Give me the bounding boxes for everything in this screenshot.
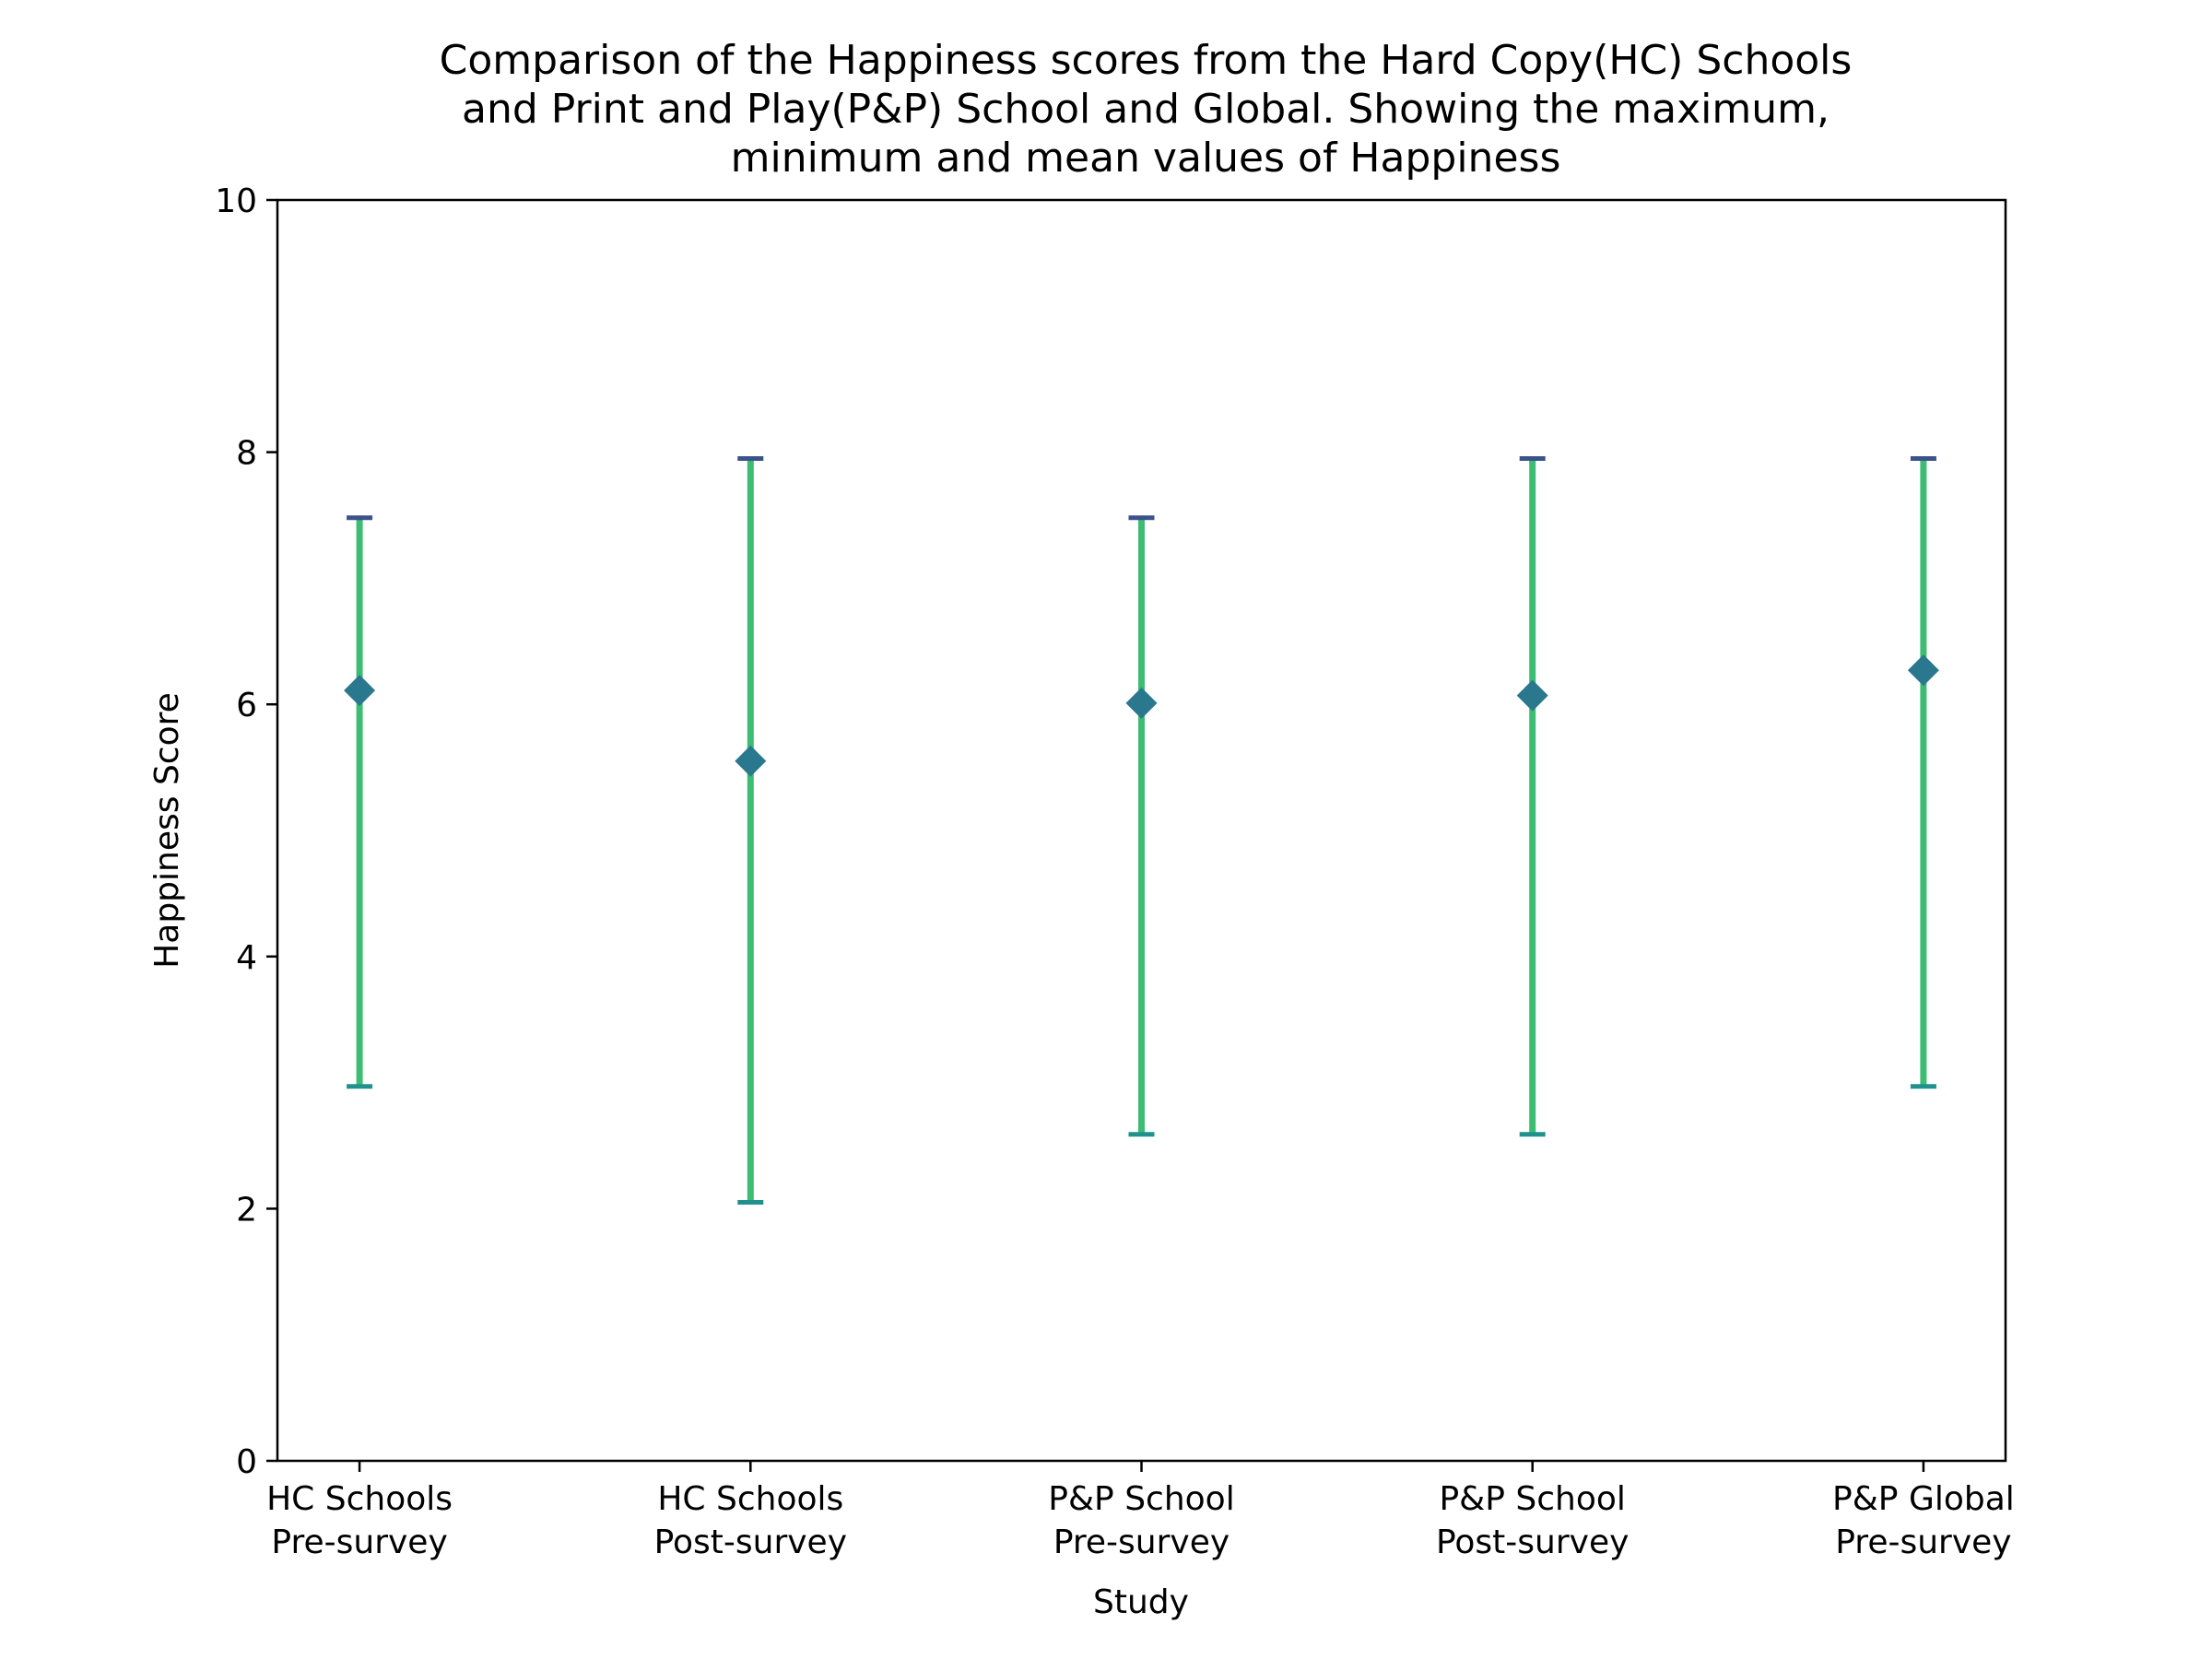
x-tick-label: P&P School	[1439, 1480, 1625, 1518]
y-tick-label: 8	[236, 435, 257, 473]
chart-title: Comparison of the Happiness scores from …	[440, 37, 1853, 182]
y-tick-label: 0	[236, 1443, 257, 1481]
x-tick-label: Pre-survey	[1053, 1524, 1230, 1561]
mean-marker	[1125, 687, 1158, 719]
mean-marker	[735, 745, 767, 777]
chart-title-line-1: Comparison of the Happiness scores from …	[440, 37, 1853, 84]
x-tick-label: Pre-survey	[1835, 1524, 2011, 1561]
x-tick-label: P&P Global	[1832, 1480, 2015, 1518]
chart-title-line-2: and Print and Play(P&P) School and Globa…	[462, 86, 1830, 133]
y-tick-label: 10	[215, 182, 257, 220]
plot-area: 0 2 4 6 8 10 HC Schools Pre-survey HC Schools Pos…	[215, 182, 2015, 1561]
plot-frame	[276, 198, 2007, 1463]
x-axis-label: Study	[1093, 1583, 1189, 1621]
x-tick-label: Post-survey	[654, 1524, 847, 1561]
chart-title-line-3: minimum and mean values of Happiness	[731, 135, 1561, 182]
x-tick-label: HC Schools	[266, 1480, 453, 1518]
mean-marker	[344, 675, 376, 707]
y-tick-label: 2	[236, 1191, 257, 1229]
mean-marker	[1907, 654, 1939, 687]
x-tick-label: Pre-survey	[271, 1524, 447, 1561]
x-tick-label: P&P School	[1048, 1480, 1234, 1518]
mean-marker	[1516, 679, 1548, 712]
x-tick-label: HC Schools	[657, 1480, 843, 1518]
y-tick-label: 6	[236, 687, 257, 724]
y-axis-label: Happiness Score	[148, 692, 186, 969]
x-tick-label: Post-survey	[1436, 1524, 1629, 1561]
y-tick-label: 4	[236, 939, 257, 977]
